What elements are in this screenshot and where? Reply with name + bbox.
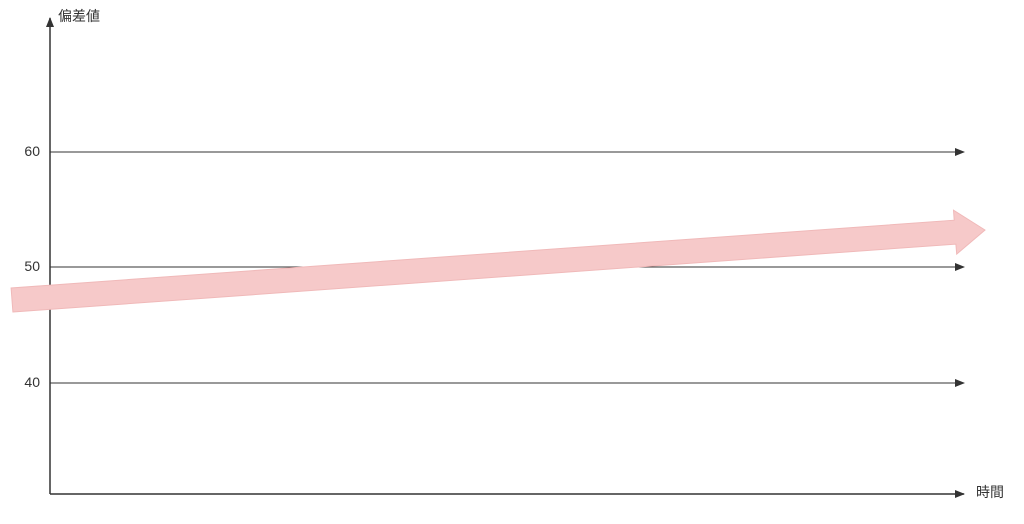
chart-container: 偏差値 時間 40 50 60 — [0, 0, 1024, 519]
y-tick-label: 50 — [24, 258, 40, 274]
chart-svg — [0, 0, 1024, 519]
y-tick-label: 40 — [24, 374, 40, 390]
x-axis-label: 時間 — [976, 482, 1004, 502]
y-tick-label: 60 — [24, 143, 40, 159]
trend-arrow — [11, 210, 985, 312]
y-axis-label: 偏差値 — [58, 6, 100, 26]
